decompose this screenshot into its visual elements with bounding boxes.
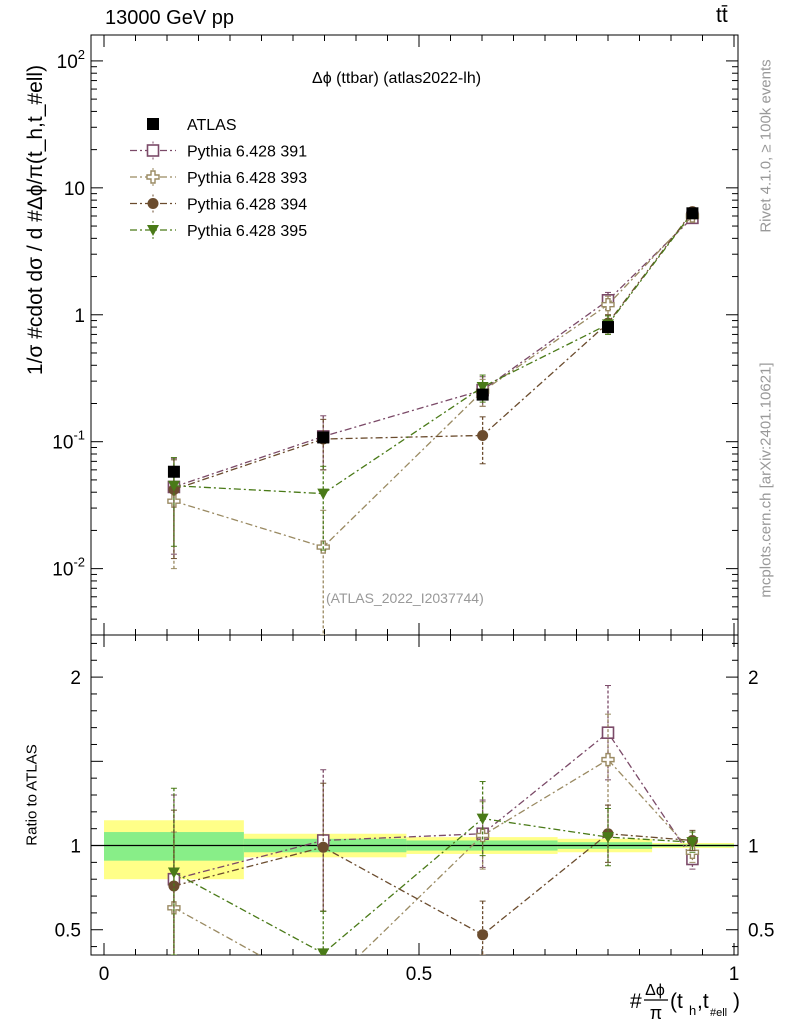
ratio-y-tick-label: 0.5 <box>55 921 81 942</box>
main-series <box>167 206 700 635</box>
series-line <box>173 212 693 495</box>
x-tick-label: 0.5 <box>406 964 432 985</box>
ratio-series-pythia-6-428-394 <box>168 782 698 955</box>
xlabel-hash: # <box>630 990 642 1013</box>
y-tick-label: 10-2 <box>52 555 85 581</box>
ratio-ylabel: Ratio to ATLAS <box>23 744 41 846</box>
marker-plus-open <box>475 828 490 843</box>
marker-square-open <box>146 144 160 157</box>
marker-plus-open <box>317 984 329 996</box>
marker-square-filled <box>602 321 614 334</box>
ratio-series-pythia-6-428-395 <box>167 781 699 955</box>
marker-triangle-down-filled <box>167 480 180 492</box>
xlabel: # Δϕ π (t h ,t #ell) <box>630 982 740 1023</box>
marker-triangle-down-filled <box>317 948 330 955</box>
legend-label: Pythia 6.428 393 <box>187 170 307 187</box>
y-tick-label: 10 <box>64 179 85 200</box>
series-pythia-6-428-395 <box>167 207 699 551</box>
watermark: (ATLAS_2022_I2037744) <box>326 590 484 606</box>
marker-plus-open <box>601 752 615 767</box>
legend-label: Pythia 6.428 394 <box>187 197 307 214</box>
marker-triangle-down-filled <box>686 837 699 849</box>
marker-triangle-down-filled <box>476 813 489 825</box>
marker-circle-filled <box>147 198 159 209</box>
xlabel-num: Δϕ <box>645 982 665 999</box>
y-tick-label: 1 <box>74 306 85 327</box>
xlabel-close: ) <box>733 990 740 1013</box>
marker-circle-filled <box>477 929 489 941</box>
ratio-y-tick-label: 1 <box>70 837 81 858</box>
ratio-bands <box>104 820 734 880</box>
marker-circle-filled <box>317 841 329 853</box>
xlabel-sub-h: h <box>689 1003 696 1018</box>
legend-label: Pythia 6.428 391 <box>187 144 307 161</box>
xlabel-sub-ell: #ell <box>710 1007 727 1019</box>
y-tick-label: 10-1 <box>52 428 85 454</box>
main-title: Δϕ (ttbar) (atlas2022-lh) <box>312 70 482 87</box>
series-pythia-6-428-393 <box>167 209 700 635</box>
series-pythia-6-428-391 <box>167 211 699 555</box>
marker-square-filled <box>317 431 330 444</box>
main-ylabel: 1/σ #cdot dσ / d #Δϕ/π(t_h,t_#ell) <box>24 65 47 375</box>
marker-triangle-down-filled <box>317 488 330 500</box>
marker-square-filled <box>476 388 489 401</box>
x-tick-label: 0 <box>99 964 110 985</box>
ratio-y-tick-label: 2 <box>70 668 81 689</box>
marker-circle-filled <box>477 429 489 441</box>
mcplots-label: mcplots.cern.ch [arXiv:2401.10621] <box>757 362 775 598</box>
marker-triangle-down-filled <box>167 867 180 879</box>
series-line <box>173 211 693 491</box>
marker-square-open <box>601 726 615 739</box>
main-ylabel-text: 1/σ #cdot dσ / d #Δϕ/π(t_h,t_#ell) <box>24 65 47 375</box>
marker-square-filled <box>147 118 159 130</box>
ratio-y-tick-label-right: 2 <box>748 668 759 689</box>
header-left: 13000 GeV pp <box>105 7 234 29</box>
ratio-series-pythia-6-428-391 <box>167 685 699 955</box>
legend-label: Pythia 6.428 395 <box>187 223 307 240</box>
xlabel-paren: (t <box>670 990 683 1013</box>
y-tick-label: 102 <box>57 47 85 73</box>
rivet-label: Rivet 4.1.0, ≥ 100k events <box>757 59 775 233</box>
legend-label: ATLAS <box>187 117 237 134</box>
ratio-line <box>173 758 693 955</box>
marker-triangle-down-filled <box>602 832 614 844</box>
ratio-line <box>173 731 693 880</box>
xlabel-den: π <box>650 1003 662 1023</box>
series-pythia-6-428-394 <box>168 206 698 560</box>
series-line <box>173 215 693 548</box>
series-atlas <box>167 207 699 478</box>
marker-plus-open <box>146 170 160 184</box>
ratio-y-tick-label-right: 1 <box>748 837 759 858</box>
legend: ATLAS Pythia 6.428 391 Pythia 6.428 393 Pyt… <box>130 117 307 240</box>
header-right: tt̄ <box>716 4 728 27</box>
marker-square-filled <box>686 207 699 220</box>
marker-triangle-down-filled <box>476 381 489 393</box>
marker-square-filled <box>167 465 180 478</box>
marker-plus-open <box>601 298 615 312</box>
ratio-series <box>167 685 700 996</box>
marker-triangle-down-filled <box>147 225 159 236</box>
xlabel-comma: ,t <box>697 990 709 1013</box>
series-line <box>173 217 693 488</box>
ratio-y-tick-label-right: 0.5 <box>748 921 774 942</box>
x-tick-label: 1 <box>729 964 740 985</box>
